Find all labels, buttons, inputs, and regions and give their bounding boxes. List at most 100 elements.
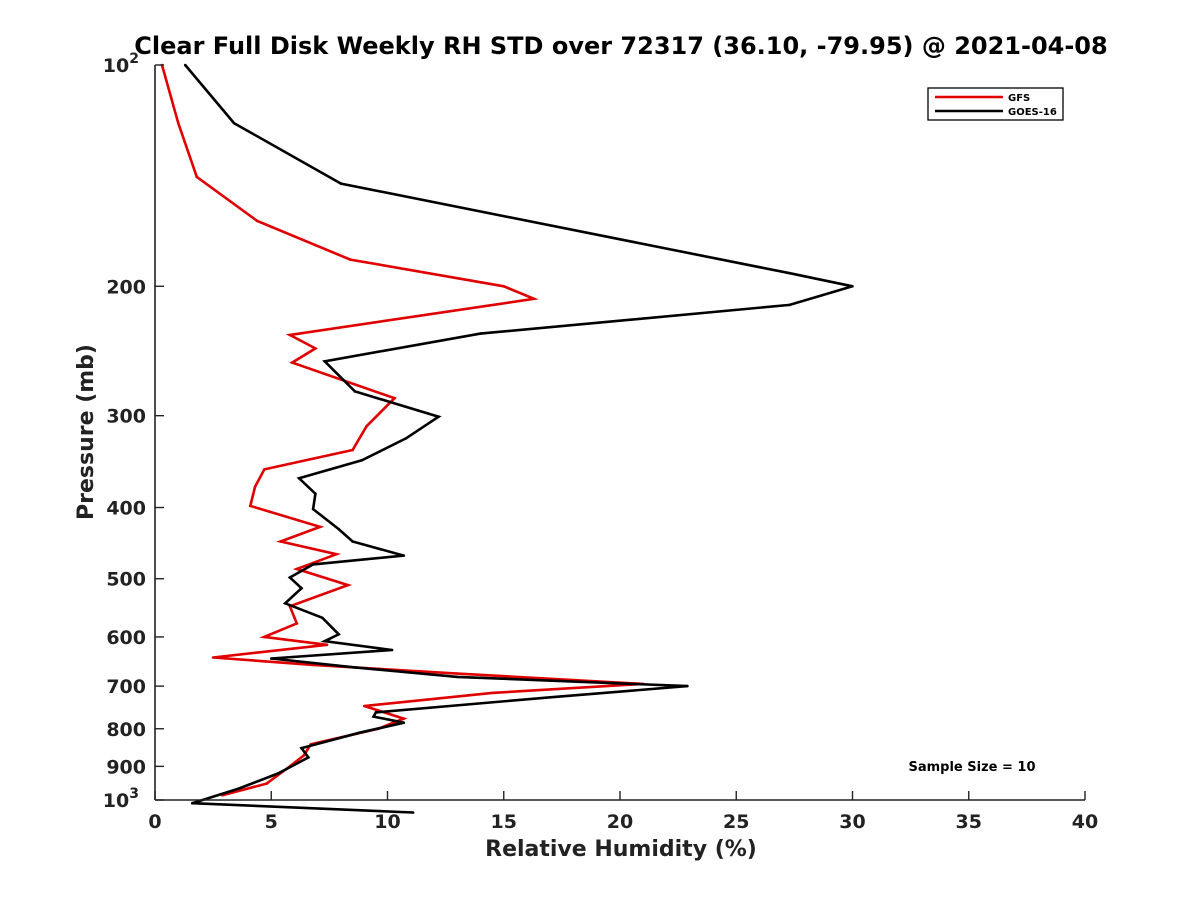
y-tick-label: 700 bbox=[106, 676, 146, 698]
data-point-gfs bbox=[456, 672, 459, 675]
x-tick-label: 25 bbox=[723, 811, 749, 833]
x-tick-label: 10 bbox=[374, 811, 400, 833]
x-tick-label: 15 bbox=[491, 811, 517, 833]
data-point-gfs bbox=[318, 525, 322, 529]
data-point-goes16 bbox=[300, 746, 303, 750]
legend-label-gfs: GFS bbox=[1008, 93, 1030, 104]
data-point-goes16 bbox=[311, 507, 315, 511]
data-point-goes16 bbox=[351, 540, 354, 543]
x-tick-label: 20 bbox=[607, 811, 633, 833]
series-layer bbox=[160, 63, 854, 814]
data-point-gfs bbox=[490, 691, 494, 695]
data-point-goes16 bbox=[374, 711, 378, 714]
data-point-gfs bbox=[349, 258, 352, 261]
data-point-gfs bbox=[211, 656, 215, 659]
data-point-goes16 bbox=[321, 616, 324, 620]
data-point-gfs bbox=[290, 361, 294, 364]
y-tick-label: 800 bbox=[106, 719, 146, 741]
y-tick-label: 900 bbox=[106, 756, 146, 778]
data-point-goes16 bbox=[402, 721, 406, 724]
data-point-gfs bbox=[363, 704, 366, 708]
data-point-gfs bbox=[263, 635, 266, 639]
y-tick-label: 400 bbox=[106, 498, 146, 520]
data-point-gfs bbox=[253, 485, 257, 489]
data-point-gfs bbox=[346, 583, 350, 587]
data-point-gfs bbox=[295, 622, 299, 625]
data-point-goes16 bbox=[402, 554, 406, 557]
data-point-goes16 bbox=[686, 684, 689, 688]
data-point-goes16 bbox=[323, 360, 327, 363]
data-point-gfs bbox=[255, 219, 259, 223]
data-point-goes16 bbox=[339, 182, 343, 185]
data-point-gfs bbox=[351, 448, 354, 452]
data-point-goes16 bbox=[183, 63, 187, 67]
legend-box bbox=[927, 87, 1064, 121]
y-tick-exponent: 3 bbox=[129, 786, 139, 802]
x-tick-label: 5 bbox=[265, 811, 278, 833]
data-point-goes16 bbox=[479, 332, 482, 335]
data-point-goes16 bbox=[323, 639, 327, 643]
data-point-goes16 bbox=[237, 787, 240, 790]
data-point-goes16 bbox=[404, 437, 408, 440]
data-point-goes16 bbox=[437, 415, 440, 419]
sample-size-annotation: Sample Size = 10 bbox=[908, 760, 1035, 775]
data-point-gfs bbox=[302, 754, 306, 757]
data-point-gfs bbox=[195, 175, 199, 179]
data-point-goes16 bbox=[549, 696, 552, 699]
data-point-goes16 bbox=[788, 271, 791, 275]
data-point-goes16 bbox=[360, 459, 364, 462]
data-point-gfs bbox=[265, 782, 268, 785]
data-point-goes16 bbox=[190, 801, 194, 805]
data-point-gfs bbox=[325, 643, 329, 647]
data-point-gfs bbox=[295, 567, 299, 571]
data-point-goes16 bbox=[337, 527, 341, 531]
data-point-gfs bbox=[502, 285, 506, 288]
data-point-gfs bbox=[365, 424, 368, 428]
y-tick-label: 600 bbox=[106, 627, 146, 649]
data-point-goes16 bbox=[283, 602, 287, 605]
data-point-gfs bbox=[249, 504, 252, 508]
data-point-goes16 bbox=[851, 285, 854, 288]
x-axis-label: Relative Humidity (%) bbox=[485, 837, 757, 862]
data-point-goes16 bbox=[270, 657, 273, 660]
y-tick-label: 200 bbox=[106, 276, 146, 298]
data-point-gfs bbox=[532, 297, 536, 301]
data-point-goes16 bbox=[307, 756, 310, 759]
chart-title: Clear Full Disk Weekly RH STD over 72317… bbox=[134, 32, 1107, 60]
x-tick-label: 40 bbox=[1072, 811, 1098, 833]
data-point-goes16 bbox=[353, 666, 357, 669]
data-point-goes16 bbox=[788, 303, 791, 307]
data-point-goes16 bbox=[353, 390, 357, 393]
data-point-goes16 bbox=[372, 715, 375, 718]
data-point-gfs bbox=[335, 552, 338, 556]
x-tick-label: 30 bbox=[839, 811, 865, 833]
y-tick-label: 500 bbox=[106, 569, 146, 591]
x-tick-label: 35 bbox=[956, 811, 982, 833]
data-point-gfs bbox=[314, 347, 317, 350]
data-point-gfs bbox=[177, 121, 180, 125]
data-point-goes16 bbox=[337, 633, 341, 636]
data-point-gfs bbox=[288, 333, 292, 337]
data-point-goes16 bbox=[314, 492, 317, 496]
data-point-gfs bbox=[293, 616, 296, 620]
y-tick-label: 300 bbox=[106, 406, 146, 428]
data-point-goes16 bbox=[297, 477, 301, 480]
data-point-gfs bbox=[279, 540, 282, 543]
data-point-goes16 bbox=[276, 772, 280, 775]
data-point-goes16 bbox=[311, 563, 315, 566]
data-point-goes16 bbox=[390, 648, 394, 652]
legend-label-goes16: GOES-16 bbox=[1008, 107, 1057, 118]
data-point-goes16 bbox=[358, 731, 361, 734]
legend: GFS GOES-16 bbox=[927, 87, 1064, 121]
data-point-goes16 bbox=[300, 586, 303, 590]
data-point-gfs bbox=[393, 396, 396, 400]
y-axis-label: Pressure (mb) bbox=[74, 344, 99, 520]
data-point-goes16 bbox=[232, 121, 236, 125]
x-ticks: 0 5 10 15 20 25 30 35 40 bbox=[148, 791, 1098, 833]
data-point-goes16 bbox=[411, 811, 415, 814]
data-point-gfs bbox=[402, 717, 406, 720]
y-tick-exponent: 2 bbox=[129, 51, 139, 67]
data-point-goes16 bbox=[288, 576, 292, 579]
